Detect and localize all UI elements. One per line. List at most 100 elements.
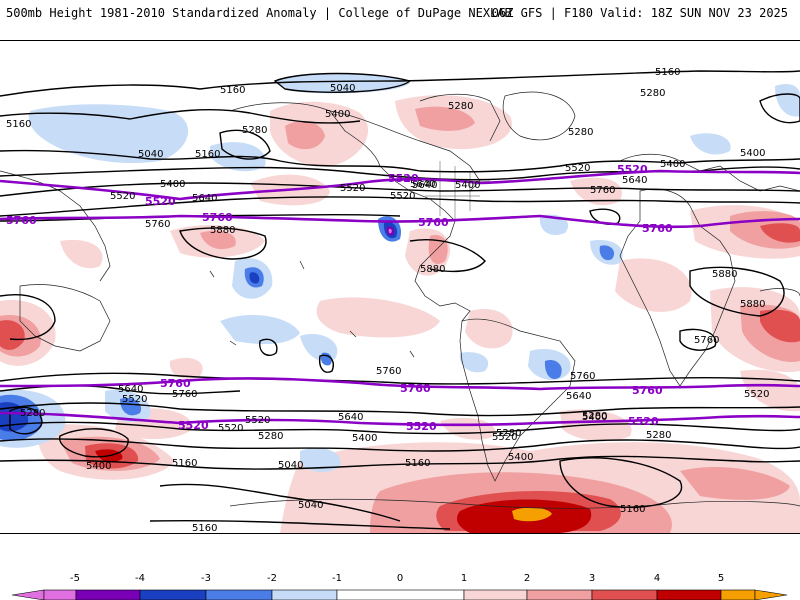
contour-label: 5280 [568, 127, 593, 138]
legend-tick-label: -4 [135, 573, 145, 584]
legend-tick-label: 5 [718, 573, 724, 584]
contour-label: 5640 [118, 384, 143, 395]
contour-label: 5520 [565, 163, 590, 174]
legend-swatch-neg1 [271, 589, 338, 600]
contour-label: 5040 [138, 149, 163, 160]
coastlines [0, 91, 800, 509]
legend-tick-label: 0 [397, 573, 403, 584]
anomaly-shading [0, 72, 800, 533]
contour-label: 5640 [410, 179, 435, 190]
contour-label: 5640 [338, 412, 363, 423]
contour-label-5760: 5760 [202, 211, 233, 224]
contour-label: 5520 [492, 432, 517, 443]
contour-label-5520: 5520 [617, 163, 648, 176]
legend-tick-label: -2 [267, 573, 277, 584]
contour-label: 5280 [448, 101, 473, 112]
contour-label: 5280 [646, 430, 671, 441]
contour-label: 5280 [496, 428, 521, 439]
legend-ticks: -5 -4 -3 -2 -1 0 1 2 3 4 5 [70, 573, 724, 584]
contour-label: 5880 [210, 225, 235, 236]
contour-label: 5760 [570, 371, 595, 382]
legend-tick-label: 4 [654, 573, 660, 584]
contour-label-5520: 5520 [628, 415, 659, 428]
legend-tick-label: 2 [524, 573, 530, 584]
contour-label: 5040 [330, 83, 355, 94]
contour-label: 5760 [590, 185, 615, 196]
contour-label: 5520 [218, 423, 243, 434]
contour-label: 5400 [352, 433, 377, 444]
contour-label: 5400 [160, 179, 185, 190]
reference-contours [0, 169, 800, 427]
anomaly-map: 5160 5040 5160 5400 5280 5160 5280 5040 … [0, 67, 800, 533]
legend-swatch-pos5 [720, 589, 756, 600]
legend-tick-label: 1 [461, 573, 467, 584]
map-panel: 5160 5040 5160 5400 5280 5160 5280 5040 … [0, 40, 800, 534]
height-contour-labels: 5160 5040 5160 5400 5280 5160 5280 5040 … [6, 67, 769, 533]
contour-label: 5040 [278, 460, 303, 471]
contour-label-5520: 5520 [145, 195, 176, 208]
contour-label: 5040 [298, 500, 323, 511]
contour-label: 5760 [145, 219, 170, 230]
legend-swatch-pos2 [526, 589, 593, 600]
contour-label: 5280 [258, 431, 283, 442]
legend-tick-label: -5 [70, 573, 80, 584]
legend-swatch-neg3 [139, 589, 207, 600]
contour-label: 5640 [622, 175, 647, 186]
contour-label: 5880 [740, 299, 765, 310]
contour-label: 5520 [340, 183, 365, 194]
contour-label: 5640 [192, 193, 217, 204]
legend-swatch-pos3 [591, 589, 658, 600]
reference-contour-labels: 5520 5520 5520 5760 5760 5760 5760 5760 … [6, 163, 673, 433]
contour-label: 5280 [242, 125, 267, 136]
contour-label-5760: 5760 [160, 377, 191, 390]
contour-label: 5760 [376, 366, 401, 377]
contour-label: 5400 [508, 452, 533, 463]
contour-label: 5400 [582, 412, 607, 423]
contour-label: 5400 [740, 148, 765, 159]
contour-label: 5640 [412, 180, 437, 191]
legend-swatch-neg4 [75, 589, 141, 600]
contour-label: 5520 [390, 191, 415, 202]
contour-label: 5400 [455, 180, 480, 191]
contour-label-5760: 5760 [6, 214, 37, 227]
legend-max-arrow [754, 589, 788, 600]
legend-swatch-zero [336, 589, 465, 600]
height-contours [0, 70, 800, 530]
contour-label-5520: 5520 [178, 419, 209, 432]
contour-label-5520: 5520 [406, 420, 437, 433]
contour-label: 5160 [620, 504, 645, 515]
contour-label-5520: 5520 [388, 172, 419, 185]
legend-tick-label: -1 [332, 573, 342, 584]
contour-label-5760: 5760 [642, 222, 673, 235]
legend-swatch-pos4 [656, 589, 722, 600]
legend-min-arrow [11, 589, 45, 600]
contour-label: 5400 [86, 461, 111, 472]
contour-label: 5520 [122, 394, 147, 405]
contour-label: 5160 [220, 85, 245, 96]
contour-label-5760: 5760 [418, 216, 449, 229]
contour-label: 5280 [582, 411, 607, 422]
legend-tick-label: -3 [201, 573, 211, 584]
contour-label: 5160 [172, 458, 197, 469]
legend-swatch-neg2 [205, 589, 273, 600]
contour-label-5760: 5760 [632, 384, 663, 397]
run-valid-time: 06Z GFS | F180 Valid: 18Z SUN NOV 23 202… [491, 6, 788, 20]
contour-label: 5520 [110, 191, 135, 202]
contour-label: 5400 [325, 109, 350, 120]
contour-label: 5160 [405, 458, 430, 469]
color-legend: -5 -4 -3 -2 -1 0 1 2 3 4 5 [11, 573, 788, 600]
contour-label: 5640 [566, 391, 591, 402]
contour-label: 5160 [655, 67, 680, 78]
contour-label: 5520 [245, 415, 270, 426]
contour-label: 5880 [420, 264, 445, 275]
contour-label-5760: 5760 [400, 382, 431, 395]
legend-swatch-pos1 [463, 589, 528, 600]
contour-label: 5520 [744, 389, 769, 400]
contour-label: 5880 [712, 269, 737, 280]
contour-label: 5280 [20, 408, 45, 419]
contour-label: 5160 [195, 149, 220, 160]
contour-label: 5160 [6, 119, 31, 130]
contour-label: 5400 [660, 159, 685, 170]
contour-label: 5760 [694, 335, 719, 346]
contour-label: 5160 [192, 523, 217, 533]
